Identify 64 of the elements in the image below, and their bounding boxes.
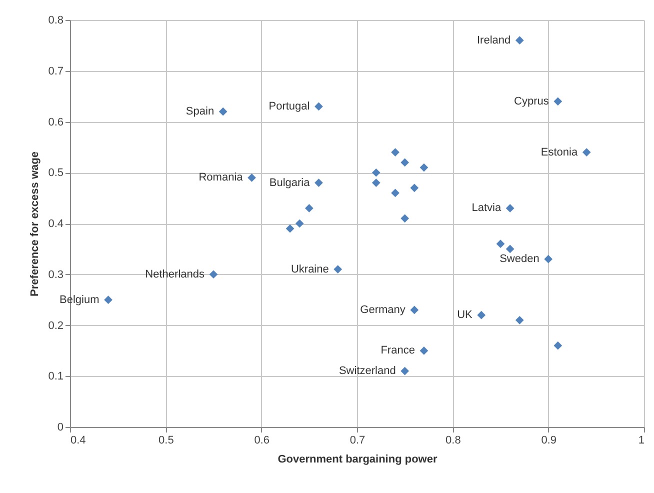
point bbox=[420, 346, 428, 355]
annotation: Spain bbox=[186, 106, 214, 118]
y-tick-label: 0.1 bbox=[48, 370, 64, 383]
annotation: Bulgaria bbox=[269, 176, 311, 189]
x-tick-label: 0.4 bbox=[70, 434, 86, 446]
x-tick-label: 0.9 bbox=[541, 434, 556, 446]
y-tick-label: 0.5 bbox=[48, 167, 64, 180]
annotation: Ireland bbox=[476, 34, 511, 46]
point bbox=[372, 178, 380, 187]
x-tick-label: 1 bbox=[638, 434, 644, 446]
point bbox=[304, 204, 314, 212]
annotation: Switzerland bbox=[338, 365, 396, 378]
point bbox=[544, 254, 553, 264]
annotation: Estonia bbox=[540, 146, 578, 158]
point bbox=[477, 310, 486, 320]
point bbox=[314, 178, 323, 187]
x-tick-label: 0.5 bbox=[158, 434, 174, 446]
annotation: Cyprus bbox=[514, 95, 550, 108]
annotation: Portugal bbox=[268, 100, 310, 112]
annotation: Sweden bbox=[500, 253, 540, 266]
x-tick-label: 0.7 bbox=[350, 434, 366, 446]
point bbox=[515, 36, 524, 45]
point bbox=[400, 366, 410, 376]
point bbox=[400, 158, 410, 167]
y-tick-label: 0.2 bbox=[48, 320, 64, 332]
point bbox=[506, 204, 514, 212]
point bbox=[286, 224, 294, 233]
point bbox=[248, 174, 256, 182]
annotation: Ukraine bbox=[290, 263, 329, 276]
point bbox=[515, 316, 524, 324]
point bbox=[554, 341, 562, 350]
point bbox=[410, 306, 419, 314]
x-tick-label: 0.8 bbox=[446, 434, 461, 446]
y-tick-label: 0 bbox=[57, 422, 64, 434]
annotation: Germany bbox=[360, 304, 406, 316]
y-tick-label: 0.6 bbox=[48, 116, 64, 128]
point bbox=[218, 107, 228, 116]
y-tick-label: 0.8 bbox=[48, 14, 64, 26]
point bbox=[506, 244, 514, 254]
annotation: UK bbox=[457, 309, 474, 322]
point bbox=[391, 188, 400, 198]
point bbox=[391, 148, 400, 156]
annotation: Netherlands bbox=[145, 268, 205, 280]
y-axis-title: Preference for excess wage bbox=[29, 152, 42, 296]
y-tick-label: 0.4 bbox=[48, 218, 64, 230]
x-axis-title: Government bargaining power bbox=[278, 454, 438, 466]
y-tick-label: 0.3 bbox=[48, 268, 64, 281]
point bbox=[372, 168, 380, 177]
annotation: Romania bbox=[198, 172, 244, 184]
point bbox=[104, 296, 112, 304]
point bbox=[334, 265, 342, 274]
y-tick-label: 0.7 bbox=[48, 65, 64, 78]
x-tick-label: 0.6 bbox=[254, 434, 270, 446]
point bbox=[496, 240, 505, 248]
point bbox=[554, 97, 562, 106]
annotation: Latvia bbox=[472, 202, 502, 214]
point bbox=[209, 270, 218, 279]
point bbox=[410, 184, 419, 192]
point bbox=[582, 148, 591, 156]
point bbox=[420, 163, 428, 172]
point bbox=[295, 219, 304, 228]
annotation: France bbox=[380, 344, 415, 357]
point bbox=[314, 102, 323, 111]
point bbox=[400, 214, 410, 223]
